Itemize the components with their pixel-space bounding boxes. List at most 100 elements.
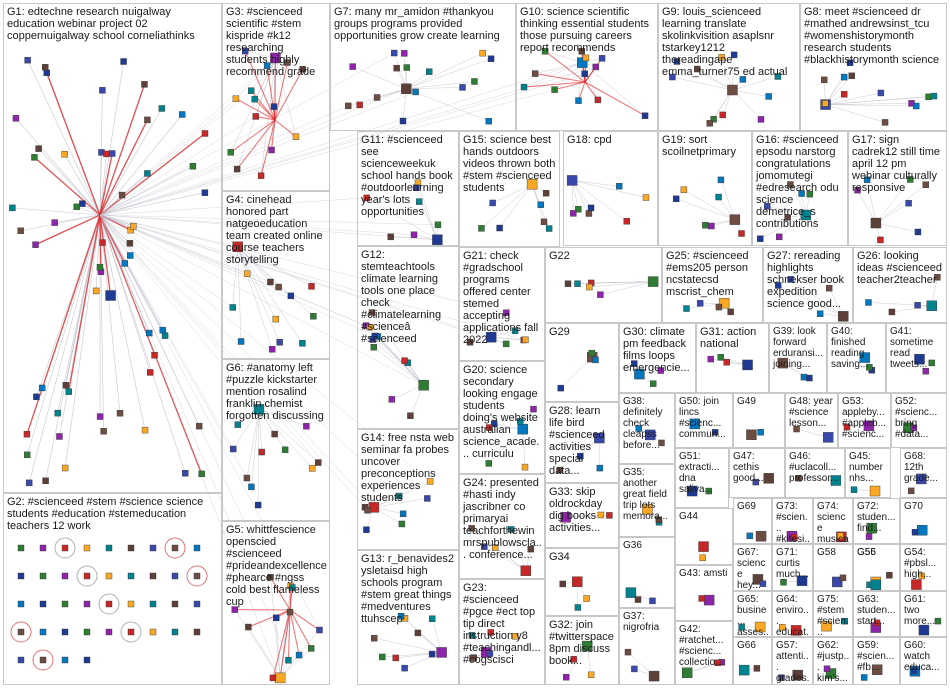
node-g20 [490, 420, 498, 427]
node-g14 [424, 495, 431, 502]
group-label-g45: G45: number nhs... [849, 451, 886, 484]
node-g29 [588, 349, 596, 357]
node-g7 [391, 49, 398, 57]
node-g5 [295, 651, 303, 659]
node-g2 [61, 572, 69, 580]
edge [584, 81, 646, 117]
node-g10 [520, 83, 528, 91]
edge [99, 108, 163, 216]
edge [676, 198, 735, 220]
node-g71 [780, 579, 787, 586]
group-box-g69: G69 [733, 498, 772, 544]
group-label-g69: G69 [737, 501, 756, 512]
node-g42 [714, 659, 721, 667]
node-g37 [624, 648, 632, 656]
edge [99, 114, 183, 216]
node-g23 [486, 650, 494, 657]
group-box-g30: G30: climate pm feedback films loops eme… [619, 323, 696, 393]
node-g4 [243, 270, 251, 277]
edge [417, 182, 438, 240]
edge [46, 72, 101, 216]
node-g10 [592, 63, 599, 71]
node-g1 [12, 115, 20, 122]
edge [35, 214, 101, 246]
group-label-g30: G30: climate pm feedback films loops eme… [623, 326, 690, 374]
edge [275, 617, 281, 678]
edge [99, 105, 349, 216]
edge [572, 180, 620, 187]
node-g8 [841, 91, 848, 98]
node-g19 [717, 176, 725, 184]
edge [250, 57, 276, 91]
node-g1 [73, 203, 80, 211]
node-g2 [149, 572, 157, 580]
edge [26, 214, 101, 455]
node-g28 [596, 464, 604, 472]
group-box-g7: G7: many mr_amidon #thankyou groups prog… [330, 3, 516, 131]
edge [274, 119, 297, 138]
edge [798, 477, 836, 481]
group-label-g64: G64: enviro... educat... [776, 594, 809, 637]
node-g28 [594, 432, 605, 444]
node-g1 [79, 200, 86, 207]
edge [857, 190, 877, 224]
group-label-g14: G14: free nsta web seminar fa probes unc… [361, 432, 458, 504]
node-g3 [270, 103, 278, 110]
edge [257, 409, 260, 506]
node-g2 [171, 628, 179, 636]
node-g49 [746, 429, 757, 440]
node-g35 [642, 504, 653, 515]
node-g2 [61, 544, 69, 552]
node-g20 [517, 418, 524, 425]
node-g5 [285, 657, 292, 664]
node-g2 [171, 544, 179, 552]
group-box-g4: G4: cinehead honored part natgeoeducatio… [222, 191, 330, 359]
node-g35 [655, 516, 663, 523]
node-g67 [759, 580, 767, 587]
group-label-g49: G49 [737, 396, 756, 407]
edge [99, 214, 431, 482]
node-g49 [757, 429, 764, 436]
node-g1 [126, 240, 134, 247]
node-g6 [315, 459, 322, 466]
node-g2 [83, 656, 91, 664]
node-g1 [195, 422, 203, 430]
edge [760, 214, 806, 239]
group-box-g37: G37: nigrofria [619, 608, 675, 685]
group-box-g43: G43: amsti [675, 565, 733, 621]
node-g42 [681, 667, 693, 679]
group-box-g14: G14: free nsta web seminar fa probes unc… [357, 429, 459, 550]
node-g1 [201, 189, 209, 196]
node-g44 [698, 541, 709, 552]
node-g10 [577, 57, 588, 68]
node-g2 [17, 572, 25, 580]
node-g29 [557, 384, 564, 392]
node-g6 [253, 404, 265, 415]
edge [230, 119, 276, 153]
node-g47 [763, 473, 774, 484]
node-g6 [309, 465, 316, 472]
node-g32 [562, 673, 570, 681]
node-g6 [230, 445, 237, 453]
node-g1 [144, 116, 151, 124]
group-label-g44: G44 [679, 511, 698, 522]
node-g61 [918, 624, 930, 636]
node-g7 [349, 63, 356, 70]
edge [233, 409, 260, 450]
node-g27 [816, 310, 824, 317]
node-g2 [83, 572, 91, 580]
node-g17 [877, 236, 884, 244]
node-g59 [860, 674, 868, 681]
node-g13 [371, 635, 378, 642]
group-label-g4: G4: cinehead honored part natgeoeducatio… [226, 194, 326, 266]
node-g26 [914, 302, 921, 309]
node-g9 [694, 65, 701, 73]
edge [572, 180, 647, 198]
node-g15 [526, 178, 538, 190]
node-g22 [647, 276, 659, 287]
node-g9 [739, 76, 747, 83]
node-g2 [127, 600, 135, 608]
edge [825, 104, 886, 123]
node-g9 [765, 93, 772, 100]
edge [237, 246, 303, 344]
